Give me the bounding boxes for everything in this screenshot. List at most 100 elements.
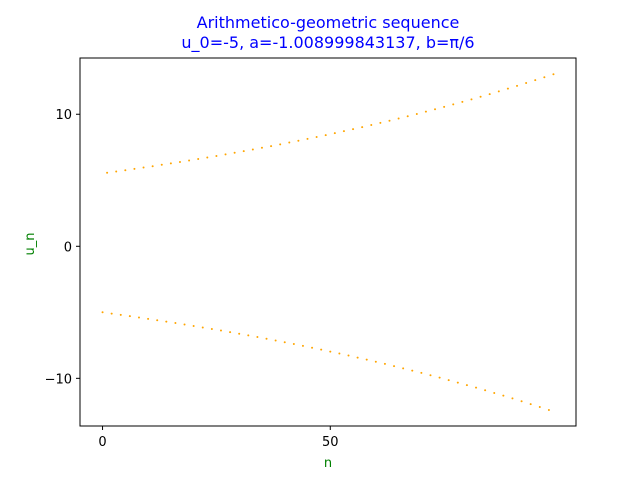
data-point [110,312,113,315]
y-tick-label: 0 [64,240,72,255]
data-point [538,406,541,409]
data-point [424,110,427,113]
data-point [397,117,400,120]
data-point [301,344,304,347]
data-point [165,320,168,323]
data-point [178,160,181,163]
data-point [497,90,500,93]
data-point [320,348,323,351]
x-tick-label: 0 [98,435,106,450]
data-point [251,148,254,151]
data-point [279,143,282,146]
data-point [215,154,218,157]
chart-title: Arithmetico-geometric sequence [197,13,460,32]
data-point [347,354,350,357]
data-point [520,400,523,403]
data-point [543,76,546,79]
data-point [306,137,309,140]
data-point [393,365,396,368]
data-point [183,323,186,326]
data-point [101,311,104,314]
x-tick-label: 50 [322,435,339,450]
data-point [411,369,414,372]
chart-subtitle: u_0=-5, a=-1.008999843137, b=π/6 [181,33,474,53]
data-point [452,103,455,106]
data-point [516,84,519,87]
data-point [356,356,359,359]
data-point [383,362,386,365]
data-point [292,343,295,346]
data-point [224,153,227,156]
data-point [434,108,437,111]
data-point [156,319,159,322]
data-point [265,337,268,340]
data-point [124,169,127,172]
data-point [352,128,355,131]
data-point [415,112,418,115]
data-point [506,87,509,90]
data-point [283,341,286,344]
data-point [142,166,145,169]
y-axis-label: u_n [23,233,38,256]
axis-ticks: 0 50 −10 0 10 [45,108,339,450]
data-point [274,339,277,342]
data-point [484,389,487,392]
data-point [219,329,222,332]
data-point [260,146,263,149]
data-point [461,100,464,103]
data-point [374,360,377,363]
data-point [315,136,318,139]
data-point [370,124,373,126]
data-point [525,82,528,85]
data-point [534,79,537,82]
plot-frame [79,57,577,427]
data-point [324,134,327,137]
data-point [406,115,409,118]
data-point [233,151,236,154]
data-point [511,397,514,400]
data-point [238,332,241,335]
data-point [188,159,191,162]
x-axis-label: n [324,456,332,471]
data-point [470,98,473,101]
data-point [338,352,341,355]
data-point [206,156,209,159]
y-tick-label: 10 [55,108,72,123]
data-point [270,145,273,148]
data-point [475,386,478,389]
data-points [101,73,555,411]
data-point [133,167,136,170]
data-point [229,331,232,334]
data-point [151,165,154,168]
data-point [529,403,532,406]
data-point [547,408,550,411]
data-point [160,163,163,166]
data-point [333,132,336,135]
data-point [288,141,291,144]
data-point [361,126,364,129]
data-point [174,322,177,325]
data-point [493,391,496,394]
data-point [488,93,491,96]
data-point [297,139,300,142]
data-point [429,374,432,377]
data-point [137,316,140,319]
data-point [479,95,482,98]
data-point [247,334,250,337]
data-point [197,158,200,161]
data-point [147,317,150,320]
data-point [201,326,204,329]
data-point [242,150,245,153]
data-point [379,121,382,124]
data-point [447,379,450,382]
data-point [256,336,259,339]
data-point [169,162,172,165]
data-point [456,381,459,384]
data-point [106,171,109,174]
data-point [552,73,555,76]
data-point [365,358,368,361]
data-point [192,324,195,327]
data-point [465,384,468,387]
data-point [443,105,446,108]
